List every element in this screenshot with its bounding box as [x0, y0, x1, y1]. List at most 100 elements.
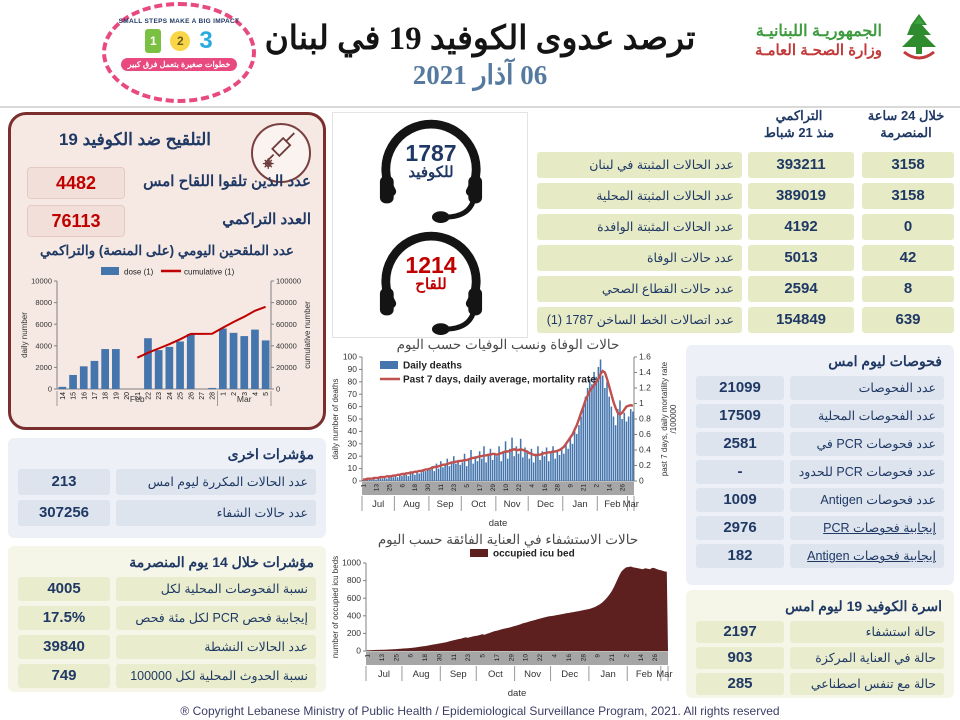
- svg-text:Jul: Jul: [372, 499, 384, 510]
- svg-text:23: 23: [451, 484, 458, 492]
- svg-text:10: 10: [348, 463, 358, 473]
- ministry-line1: الجمهوريـة اللبنانيـة: [755, 23, 882, 41]
- svg-text:Mar: Mar: [237, 394, 252, 404]
- indicator-row: 749 نسبة الحدوث المحلية لكل 100000: [18, 664, 316, 688]
- svg-text:date: date: [489, 518, 508, 529]
- svg-text:dose (1): dose (1): [124, 268, 154, 277]
- test-value: 17509: [696, 404, 784, 428]
- indicator-value: 749: [18, 664, 110, 688]
- svg-text:28: 28: [580, 654, 587, 662]
- svg-text:past 7 days, daily mortatility: past 7 days, daily mortatility rate: [660, 361, 669, 476]
- svg-text:28: 28: [555, 484, 562, 492]
- svg-text:1: 1: [365, 654, 372, 658]
- vaccination-chart-title: عدد الملقحين اليومي (على المنصة) والتراك…: [40, 243, 294, 258]
- svg-text:0: 0: [48, 385, 52, 394]
- svg-text:21: 21: [135, 392, 142, 400]
- test-label-link[interactable]: إيجابية فحوصات PCR: [790, 516, 944, 540]
- svg-text:8000: 8000: [35, 298, 52, 307]
- tests-title: فحوصات ليوم امس: [828, 353, 942, 369]
- svg-text:6000: 6000: [35, 320, 52, 329]
- ministry-name: الجمهوريـة اللبنانيـة وزارة الصحـة العام…: [755, 22, 882, 61]
- stat-last24h: 3158: [862, 183, 954, 209]
- bed-value: 285: [696, 673, 784, 695]
- svg-text:14: 14: [638, 654, 645, 662]
- beds-title: اسرة الكوفيد 19 ليوم امس: [785, 598, 942, 614]
- svg-text:Nov: Nov: [524, 669, 541, 680]
- svg-text:25: 25: [386, 484, 393, 492]
- svg-text:40000: 40000: [276, 341, 297, 350]
- deaths-chart: 0 10 20 30 40 50 60 70 80 90 100 0 0.2 0.4 0.6 0.8 1 1.2 1…: [330, 352, 682, 529]
- svg-text:daily number of deaths: daily number of deaths: [331, 379, 340, 460]
- svg-text:10: 10: [523, 654, 530, 662]
- test-row: - عدد فحوصات PCR للحدود: [696, 460, 944, 484]
- stat-label: عدد الحالات المثبتة المحلية: [537, 183, 742, 209]
- svg-text:Jan: Jan: [600, 669, 615, 680]
- test-label-link[interactable]: إيجابية فحوصات Antigen: [790, 544, 944, 568]
- step-2-icon: 2: [170, 31, 191, 51]
- step-3-icon: 3: [199, 27, 213, 54]
- svg-text:22: 22: [516, 484, 523, 492]
- campaign-slogan-en: SMALL STEPS MAKE A BIG IMPACT: [118, 18, 240, 25]
- svg-text:26: 26: [188, 392, 195, 400]
- bed-row: 2197 حالة استشفاء: [696, 621, 944, 643]
- svg-text:80: 80: [348, 376, 358, 386]
- test-label: عدد فحوصات Antigen: [790, 488, 944, 512]
- icu-chart-title: حالات الاستشفاء في العناية الفائقة حسب ا…: [377, 532, 639, 547]
- svg-text:26: 26: [619, 484, 626, 492]
- indicators-14d-panel: مؤشرات خلال 14 يوم المنصرمة 4005 نسبة ال…: [8, 546, 326, 692]
- stat-last24h: 639: [862, 307, 954, 333]
- test-row: 2581 عدد فحوصات PCR في المطار: [696, 432, 944, 475]
- svg-text:daily number: daily number: [20, 312, 29, 358]
- svg-text:18: 18: [103, 392, 110, 400]
- svg-text:200: 200: [347, 628, 361, 638]
- stat-cumulative: 4192: [748, 214, 854, 240]
- svg-text:100: 100: [343, 353, 357, 362]
- hotline-panel: 1787 للكوفيد 1214 للقاح: [332, 112, 528, 338]
- svg-text:Sep: Sep: [437, 499, 454, 510]
- indicator-label: نسبة الفحوصات المحلية لكل 100000: [116, 577, 316, 620]
- test-value: 2976: [696, 516, 784, 540]
- svg-text:Sep: Sep: [450, 669, 467, 680]
- stat-cumulative: 389019: [748, 183, 854, 209]
- svg-text:13: 13: [379, 654, 386, 662]
- svg-text:25: 25: [393, 654, 400, 662]
- svg-text:11: 11: [451, 654, 458, 661]
- stat-last24h: 42: [862, 245, 954, 271]
- step-1-icon: 1: [145, 29, 162, 53]
- svg-text:0: 0: [352, 476, 357, 486]
- hotline-vaccine-number: 1214: [405, 252, 457, 278]
- test-label: عدد فحوصات PCR في المطار: [790, 432, 944, 475]
- svg-text:1: 1: [220, 392, 227, 396]
- tests-panel: فحوصات ليوم امس 21099 عدد الفحوصات 17509…: [686, 345, 954, 585]
- svg-text:30: 30: [436, 654, 443, 662]
- svg-text:17: 17: [92, 392, 99, 400]
- beds-panel: اسرة الكوفيد 19 ليوم امس 2197 حالة استشف…: [686, 590, 954, 698]
- svg-text:30: 30: [348, 438, 358, 448]
- svg-text:60: 60: [348, 401, 358, 411]
- indicator-row: 213 عدد الحالات المكررة ليوم امس: [18, 469, 316, 495]
- svg-text:cumulative number: cumulative number: [303, 301, 312, 369]
- test-value: 182: [696, 544, 784, 568]
- indicator-label: عدد الحالات المكررة ليوم امس: [116, 469, 316, 495]
- svg-text:Mar: Mar: [656, 669, 672, 680]
- svg-text:1.4: 1.4: [639, 367, 651, 377]
- stats-table: خلال 24 ساعة المنصرمة التراكمي منذ 21 شب…: [537, 108, 954, 340]
- svg-text:17: 17: [477, 484, 484, 492]
- test-row: 1009 عدد فحوصات Antigen: [696, 488, 944, 512]
- svg-text:20: 20: [348, 451, 358, 461]
- vaccinated-cumulative-label: العدد التراكمي: [222, 211, 311, 228]
- vaccinated-cumulative-value: 76113: [27, 205, 125, 237]
- svg-text:0: 0: [639, 476, 644, 486]
- svg-text:14: 14: [607, 484, 614, 492]
- stat-label: عدد الحالات المثبتة الوافدة: [537, 214, 742, 240]
- svg-text:22: 22: [537, 654, 544, 662]
- vaccination-chart: 0 2000 4000 6000 8000 10000 0 20000 40000 60000 80…: [17, 263, 317, 425]
- indicator-label: إيجابية فحص PCR لكل مئة فحص: [116, 606, 316, 630]
- svg-text:2: 2: [594, 484, 601, 488]
- svg-text:23: 23: [465, 654, 472, 662]
- test-label: عدد الفحوصات المحلية: [790, 404, 944, 428]
- svg-text:number of occupied icu beds: number of occupied icu beds: [331, 556, 340, 658]
- svg-text:9: 9: [595, 654, 602, 658]
- svg-text:4: 4: [551, 654, 558, 658]
- vaccinated-yesterday-label: عدد الذين تلقوا اللقاح امس: [143, 173, 311, 190]
